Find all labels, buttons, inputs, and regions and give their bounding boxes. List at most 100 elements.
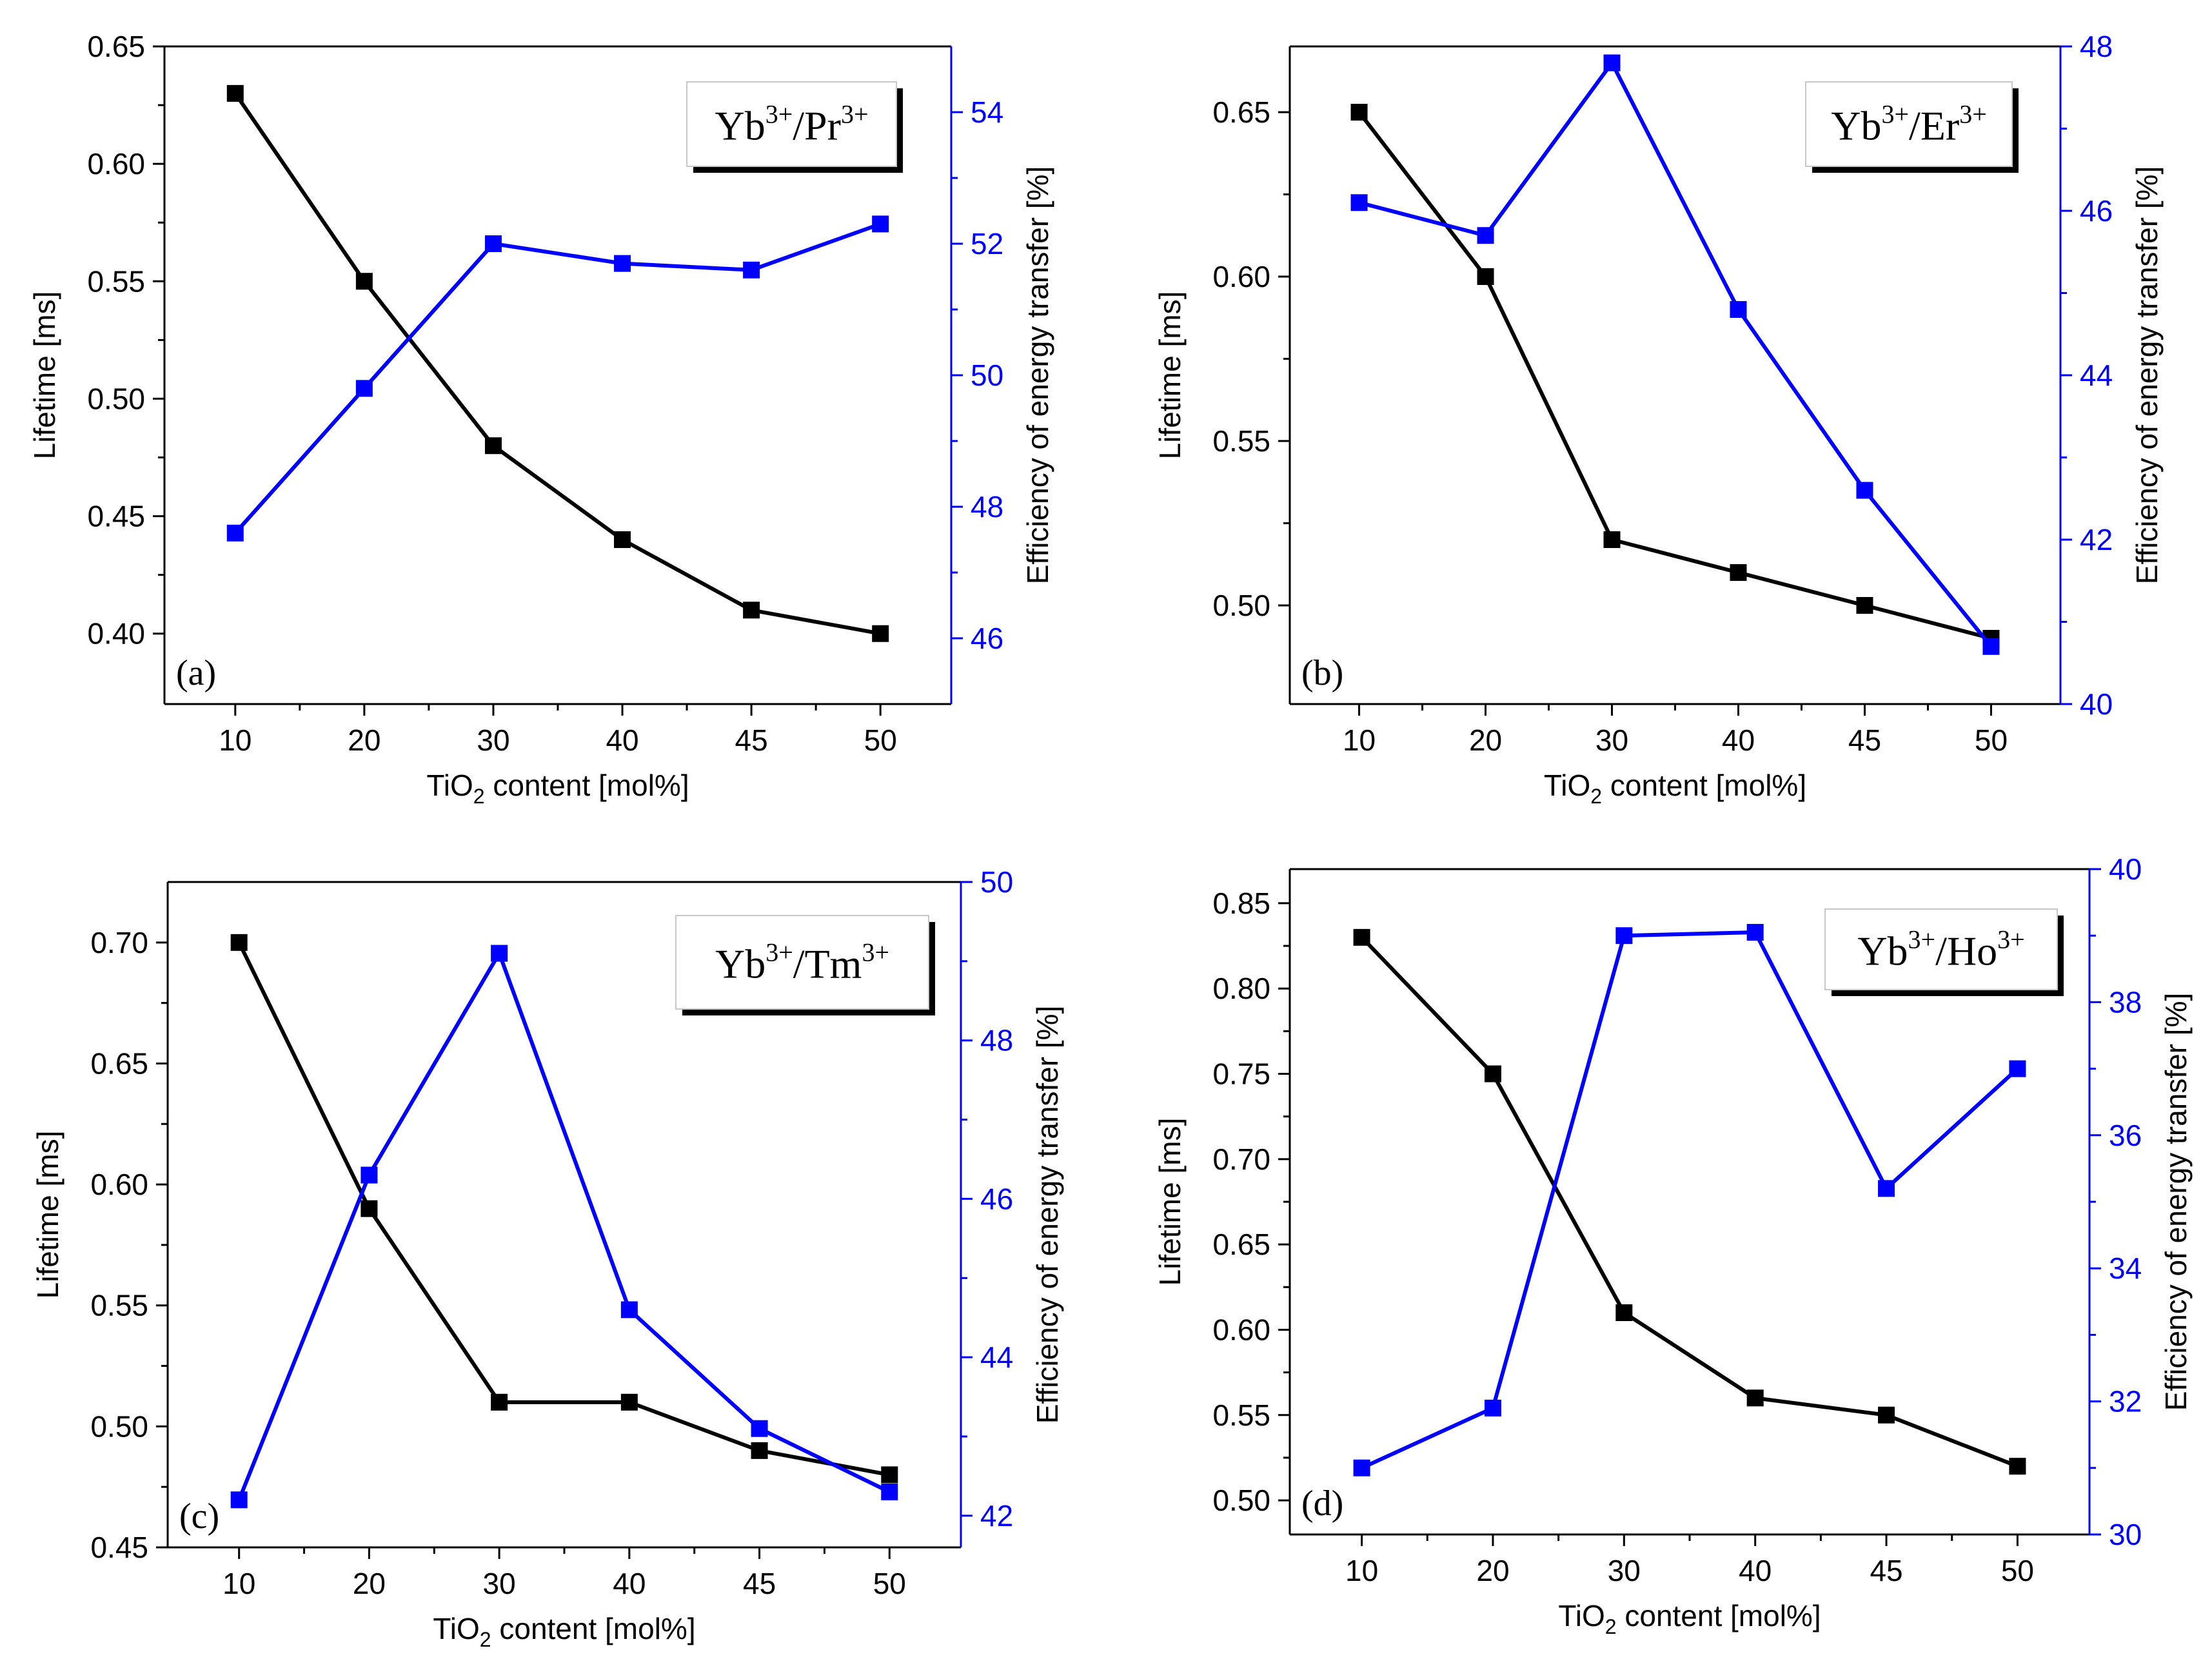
lifetime-point xyxy=(360,1200,378,1217)
y2-tick-label: 46 xyxy=(980,1182,1013,1215)
y-tick-label: 0.55 xyxy=(1212,424,1270,458)
y2-axis-label: Efficiency of energy transfer [%] xyxy=(1021,166,1054,585)
y2-tick-label: 52 xyxy=(971,227,1003,260)
lifetime-point xyxy=(355,273,373,290)
y2-tick-label: 44 xyxy=(2080,358,2113,392)
efficiency-point xyxy=(1603,54,1621,72)
lifetime-point xyxy=(1856,597,1873,614)
efficiency-point xyxy=(1484,1399,1501,1416)
efficiency-point xyxy=(1982,638,2000,655)
efficiency-point xyxy=(226,524,244,542)
y-tick-label: 0.45 xyxy=(90,1531,148,1564)
y2-tick-label: 42 xyxy=(2080,523,2113,556)
y2-tick-label: 38 xyxy=(2109,985,2142,1019)
efficiency-point xyxy=(751,1420,768,1437)
y2-tick-label: 48 xyxy=(971,490,1003,524)
y-axis-label: Lifetime [ms] xyxy=(1153,291,1187,460)
y-tick-label: 0.50 xyxy=(1212,589,1270,622)
y-tick-label: 0.85 xyxy=(1212,887,1270,920)
y-axis-label: Lifetime [ms] xyxy=(31,1131,64,1299)
lifetime-point xyxy=(1730,564,1747,581)
y2-tick-label: 50 xyxy=(971,358,1003,392)
y-tick-label: 0.65 xyxy=(1212,1228,1270,1261)
panel-title: Yb3+/Pr3+ xyxy=(715,100,868,149)
lifetime-point xyxy=(620,1393,638,1411)
y-tick-label: 0.75 xyxy=(1212,1057,1270,1091)
lifetime-point xyxy=(230,934,248,951)
y-tick-label: 0.60 xyxy=(87,147,145,181)
y-tick-label: 0.65 xyxy=(90,1046,148,1080)
y-tick-label: 0.55 xyxy=(1212,1398,1270,1432)
efficiency-point xyxy=(620,1301,638,1318)
y-tick-label: 0.60 xyxy=(1212,1313,1270,1346)
efficiency-point xyxy=(355,380,373,397)
x-tick-label: 20 xyxy=(1469,723,1502,757)
lifetime-point xyxy=(1615,1304,1633,1321)
y2-tick-label: 46 xyxy=(2080,194,2113,228)
y2-axis-label: Efficiency of energy transfer [%] xyxy=(1031,1006,1064,1424)
lifetime-point xyxy=(1477,268,1494,285)
x-tick-label: 50 xyxy=(2001,1554,2034,1587)
x-tick-label: 20 xyxy=(353,1567,386,1600)
efficiency-line xyxy=(237,948,891,1501)
lifetime-point xyxy=(1603,531,1621,548)
efficiency-point xyxy=(881,1484,898,1500)
panel-title: Yb3+/Tm3+ xyxy=(715,938,889,987)
x-tick-label: 40 xyxy=(613,1567,646,1600)
efficiency-line xyxy=(1358,59,1993,648)
y-tick-label: 0.55 xyxy=(90,1289,148,1322)
panel-d: 10 20 30 40 45 50 0.50 0.55 0.60 0.65 0.70 0.75 0.80… xyxy=(1153,852,2193,1638)
y2-tick-label: 30 xyxy=(2109,1518,2142,1551)
y2-tick-label: 54 xyxy=(971,95,1003,129)
y-axis-label: Lifetime [ms] xyxy=(28,291,61,460)
y2-tick-label: 36 xyxy=(2109,1119,2142,1152)
x-tick-label: 50 xyxy=(873,1567,906,1600)
y2-tick-label: 42 xyxy=(980,1499,1013,1533)
panel-label: (d) xyxy=(1301,1484,1343,1524)
lifetime-point xyxy=(1353,928,1370,946)
efficiency-point xyxy=(1353,1459,1370,1476)
lifetime-point xyxy=(491,1393,508,1411)
efficiency-point xyxy=(484,235,502,252)
lifetime-line xyxy=(233,92,881,636)
lifetime-point xyxy=(2009,1458,2026,1475)
x-tick-label: 50 xyxy=(864,723,897,757)
y2-tick-label: 46 xyxy=(971,622,1003,655)
panel-a: 10 20 30 40 45 50 0.40 0.45 0.50 0.55 0.60 0.65 46 48… xyxy=(28,30,1054,808)
x-tick-label: 10 xyxy=(222,1567,255,1600)
x-tick-label: 40 xyxy=(606,723,638,757)
lifetime-point xyxy=(484,437,502,455)
y2-tick-label: 44 xyxy=(980,1340,1013,1374)
lifetime-point xyxy=(881,1466,898,1484)
x-tick-label: 45 xyxy=(743,1567,776,1600)
y2-axis-label: Efficiency of energy transfer [%] xyxy=(2159,993,2193,1411)
x-tick-label: 20 xyxy=(1476,1554,1509,1587)
x-tick-label: 10 xyxy=(219,723,252,757)
y-tick-label: 0.50 xyxy=(1212,1484,1270,1517)
efficiency-point xyxy=(872,215,889,233)
y2-tick-label: 50 xyxy=(980,865,1013,899)
title-box xyxy=(1824,908,2058,990)
y-tick-label: 0.60 xyxy=(1212,260,1270,293)
lifetime-point xyxy=(751,1442,768,1459)
x-axis-label: TiO2 content [mol%] xyxy=(433,1612,695,1651)
efficiency-point xyxy=(2009,1060,2026,1077)
x-tick-label: 45 xyxy=(1848,723,1881,757)
y2-tick-label: 34 xyxy=(2109,1251,2142,1285)
y2-tick-label: 40 xyxy=(2109,852,2142,886)
y-tick-label: 0.70 xyxy=(90,926,148,959)
lifetime-point xyxy=(872,625,889,642)
lifetime-point xyxy=(1746,1389,1764,1407)
lifetime-line xyxy=(1360,936,2019,1468)
panel-label: (b) xyxy=(1301,653,1343,693)
x-axis-label: TiO2 content [mol%] xyxy=(426,769,689,808)
x-tick-label: 30 xyxy=(1608,1554,1641,1587)
lifetime-point xyxy=(1350,104,1368,121)
lifetime-point xyxy=(1484,1065,1501,1083)
efficiency-line xyxy=(1361,930,2019,1470)
y2-tick-label: 32 xyxy=(2109,1385,2142,1418)
efficiency-point xyxy=(1730,301,1747,318)
title-box xyxy=(686,81,897,167)
y-tick-label: 0.60 xyxy=(90,1168,148,1201)
y-tick-label: 0.65 xyxy=(87,30,145,63)
